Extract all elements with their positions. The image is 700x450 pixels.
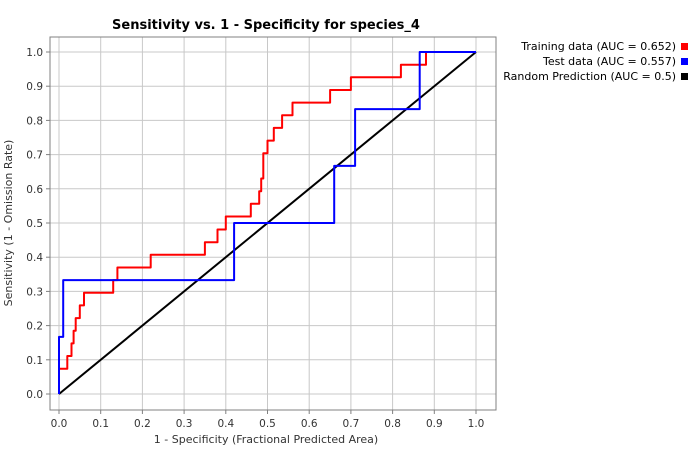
legend-swatch <box>681 43 688 50</box>
legend-label: Training data (AUC = 0.652) <box>520 40 676 53</box>
x-axis-ticks: 0.0 0.1 0.2 0.3 0.4 0.5 0.6 0.7 0.8 0.9 1.0 <box>51 410 485 430</box>
y-tick-label: 0.1 <box>26 355 43 367</box>
x-tick-label: 1.0 <box>468 418 485 430</box>
y-tick-label: 0.3 <box>26 286 43 298</box>
legend-label: Test data (AUC = 0.557) <box>542 55 676 68</box>
series-line-1 <box>58 51 476 394</box>
series-group <box>58 51 477 395</box>
x-tick-label: 0.9 <box>426 418 443 430</box>
x-tick-label: 0.5 <box>259 418 276 430</box>
series-line-0 <box>58 51 476 394</box>
y-tick-label: 0.2 <box>26 321 43 333</box>
y-tick-label: 0.9 <box>26 81 43 93</box>
legend-swatch <box>681 58 688 65</box>
x-tick-label: 0.0 <box>51 418 68 430</box>
x-tick-label: 0.6 <box>301 418 318 430</box>
x-tick-label: 0.4 <box>217 418 234 430</box>
y-tick-label: 1.0 <box>26 47 43 59</box>
legend-label: Random Prediction (AUC = 0.5) <box>503 70 676 83</box>
y-axis-label: Sensitivity (1 - Omission Rate) <box>2 140 15 307</box>
x-tick-label: 0.3 <box>176 418 193 430</box>
x-tick-label: 0.1 <box>92 418 109 430</box>
y-tick-label: 0.6 <box>26 184 43 196</box>
y-tick-label: 0.8 <box>26 115 43 127</box>
legend-swatch <box>681 73 688 80</box>
y-tick-label: 0.7 <box>26 150 43 162</box>
legend: Training data (AUC = 0.652) Test data (AU… <box>503 40 688 83</box>
y-tick-label: 0.5 <box>26 218 43 230</box>
y-tick-label: 0.4 <box>26 252 43 264</box>
x-tick-label: 0.8 <box>384 418 401 430</box>
y-axis-ticks: 0.0 0.1 0.2 0.3 0.4 0.5 0.6 0.7 0.8 0.9 1.0 <box>26 47 50 401</box>
x-tick-label: 0.2 <box>134 418 151 430</box>
x-axis-label: 1 - Specificity (Fractional Predicted Ar… <box>154 433 378 446</box>
x-tick-label: 0.7 <box>343 418 360 430</box>
y-tick-label: 0.0 <box>26 389 43 401</box>
chart-title: Sensitivity vs. 1 - Specificity for spec… <box>112 18 420 33</box>
grid <box>50 37 496 410</box>
